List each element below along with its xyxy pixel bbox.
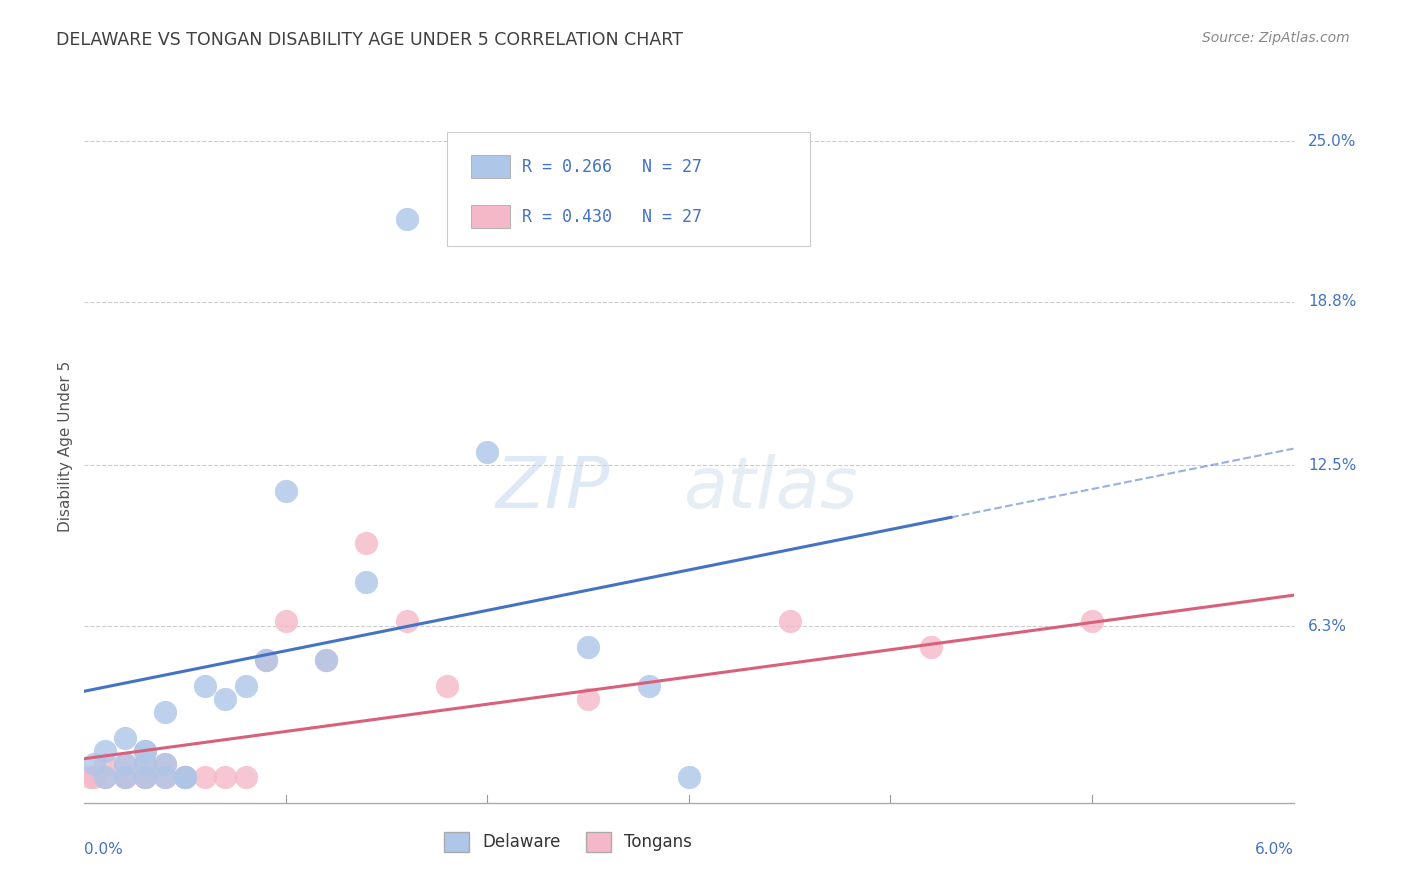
Point	[134, 756, 156, 771]
Point	[1081, 614, 1104, 628]
Point	[153, 756, 176, 771]
Point	[395, 614, 418, 628]
Point	[254, 653, 277, 667]
Point	[576, 640, 599, 654]
Point	[576, 692, 599, 706]
Point	[134, 770, 156, 784]
Point	[134, 744, 156, 758]
Point	[436, 679, 458, 693]
Point	[920, 640, 942, 654]
Point	[356, 575, 378, 590]
Legend: Delaware, Tongans: Delaware, Tongans	[437, 825, 699, 859]
Point	[134, 744, 156, 758]
Text: R = 0.430   N = 27: R = 0.430 N = 27	[522, 208, 702, 226]
Point	[93, 770, 115, 784]
Point	[153, 770, 176, 784]
Point	[194, 679, 217, 693]
Point	[79, 770, 101, 784]
Point	[194, 770, 217, 784]
Point	[174, 770, 197, 784]
Point	[114, 770, 136, 784]
Text: 18.8%: 18.8%	[1308, 294, 1357, 310]
Point	[93, 756, 115, 771]
Point	[274, 484, 297, 499]
Point	[214, 692, 236, 706]
Point	[83, 770, 105, 784]
Point	[134, 770, 156, 784]
Text: 12.5%: 12.5%	[1308, 458, 1357, 473]
Point	[114, 770, 136, 784]
Point	[114, 770, 136, 784]
Point	[174, 770, 197, 784]
Point	[93, 744, 115, 758]
Text: 6.3%: 6.3%	[1308, 619, 1347, 634]
Point	[214, 770, 236, 784]
Point	[174, 770, 197, 784]
Point	[153, 770, 176, 784]
Point	[315, 653, 337, 667]
FancyBboxPatch shape	[471, 155, 510, 178]
Point	[114, 756, 136, 771]
Y-axis label: Disability Age Under 5: Disability Age Under 5	[58, 360, 73, 532]
Text: ZIP: ZIP	[495, 454, 610, 524]
Point	[356, 536, 378, 550]
Point	[174, 770, 197, 784]
FancyBboxPatch shape	[447, 132, 810, 246]
Point	[395, 211, 418, 226]
Point	[274, 614, 297, 628]
Point	[134, 756, 156, 771]
Text: 25.0%: 25.0%	[1308, 134, 1357, 149]
Point	[153, 756, 176, 771]
Text: R = 0.266   N = 27: R = 0.266 N = 27	[522, 158, 702, 176]
Text: Source: ZipAtlas.com: Source: ZipAtlas.com	[1202, 31, 1350, 45]
Point	[678, 770, 700, 784]
Point	[114, 731, 136, 745]
Text: atlas: atlas	[683, 454, 858, 524]
Point	[93, 770, 115, 784]
Text: DELAWARE VS TONGAN DISABILITY AGE UNDER 5 CORRELATION CHART: DELAWARE VS TONGAN DISABILITY AGE UNDER …	[56, 31, 683, 49]
Point	[114, 756, 136, 771]
Point	[254, 653, 277, 667]
Point	[235, 679, 257, 693]
Point	[235, 770, 257, 784]
FancyBboxPatch shape	[471, 205, 510, 228]
Point	[637, 679, 659, 693]
Point	[477, 445, 499, 459]
Point	[779, 614, 801, 628]
Point	[153, 705, 176, 719]
Text: 0.0%: 0.0%	[84, 842, 124, 857]
Point	[134, 770, 156, 784]
Text: 6.0%: 6.0%	[1254, 842, 1294, 857]
Point	[315, 653, 337, 667]
Point	[83, 756, 105, 771]
